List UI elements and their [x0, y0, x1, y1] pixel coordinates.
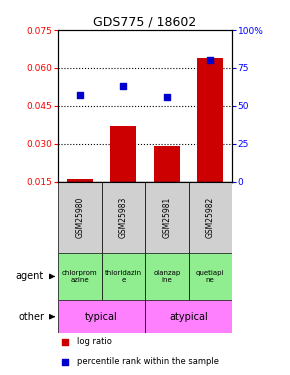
Text: GSM25981: GSM25981	[162, 196, 171, 238]
Bar	[197, 58, 223, 182]
Bar	[145, 300, 232, 333]
Text: other: other	[18, 312, 44, 322]
Bar	[58, 253, 102, 300]
Text: log ratio: log ratio	[77, 337, 112, 346]
Bar	[102, 182, 145, 253]
Text: GSM25983: GSM25983	[119, 196, 128, 238]
Text: chlorprom
azine: chlorprom azine	[62, 270, 97, 283]
Bar	[145, 182, 188, 253]
Text: quetiapi
ne: quetiapi ne	[196, 270, 224, 283]
Point	[208, 57, 213, 63]
Point	[77, 92, 82, 98]
Text: olanzap
ine: olanzap ine	[153, 270, 180, 283]
Bar	[58, 182, 102, 253]
Point	[206, 263, 211, 269]
Text: agent: agent	[16, 272, 44, 282]
Text: GSM25982: GSM25982	[206, 196, 215, 238]
Point	[206, 80, 211, 86]
Text: atypical: atypical	[169, 312, 208, 322]
Text: percentile rank within the sample: percentile rank within the sample	[77, 357, 219, 366]
Point	[164, 94, 169, 100]
Text: typical: typical	[85, 312, 118, 322]
Bar	[188, 253, 232, 300]
Text: GSM25980: GSM25980	[75, 196, 84, 238]
Bar	[188, 182, 232, 253]
Bar	[67, 179, 93, 182]
Text: thioridazin
e: thioridazin e	[105, 270, 142, 283]
Bar	[102, 253, 145, 300]
Bar	[154, 146, 180, 182]
Bar	[145, 253, 188, 300]
Bar	[58, 300, 145, 333]
Title: GDS775 / 18602: GDS775 / 18602	[93, 16, 197, 29]
Point	[121, 83, 126, 89]
Bar	[110, 126, 136, 182]
